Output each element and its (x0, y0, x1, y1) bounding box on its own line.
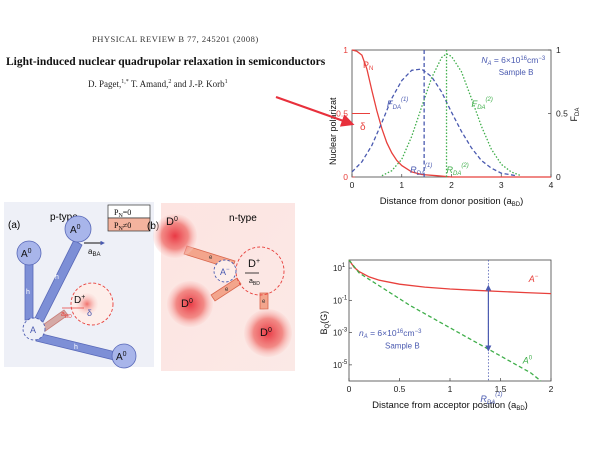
bottom-x-tick-label: 1 (448, 384, 453, 394)
top-y-left-axis-label: Nuclear polarizat (328, 97, 338, 165)
diagram-a-p-type: (a) p-type PN=0 PN≠0 h h h D+ aBD δ A A0… (4, 202, 154, 369)
e-label-middle: e (225, 287, 229, 293)
d0-node-top: D0 (153, 214, 197, 258)
top-y-left-tick-label: 1 (343, 45, 348, 55)
bottom-x-tick-label: 0.5 (394, 384, 406, 394)
acceptor-center-label: A (30, 325, 36, 335)
top-y-right-tick-label: 0 (556, 172, 561, 182)
top-y-right-tick-label: 1 (556, 45, 561, 55)
bottom-series-label-a0: A0 (522, 355, 533, 365)
hop-label-left: h (26, 289, 30, 296)
paper-authors: D. Paget,1,* T. Amand,2 and J.-P. Korb1 (88, 79, 228, 89)
svg-text:A0: A0 (70, 224, 81, 236)
e-arrow-bottom (259, 292, 269, 310)
diagram-b-title: n-type (229, 213, 257, 224)
bottom-x-tick-label: 1.5 (495, 384, 507, 394)
diagram-a-hopping-arrows (24, 239, 117, 361)
bottom-y-axis-label: BQ(G) (319, 311, 331, 335)
a-bd-label: aBD (61, 311, 72, 320)
top-series-line-2 (381, 53, 522, 177)
diagram-a-panel-label: (a) (8, 220, 20, 231)
top-y-right-tick-label: 0.5 (556, 109, 568, 119)
d0-node-left: D0 (167, 281, 213, 327)
diagram-a-legend: PN=0 PN≠0 (107, 204, 151, 232)
top-y-right-axis-label: FDA (569, 108, 581, 122)
acceptor-center-orbit (22, 317, 46, 341)
bottom-x-tick-label: 2 (549, 384, 554, 394)
svg-text:A0: A0 (116, 351, 127, 363)
e-label-bottom: e (262, 299, 266, 305)
top-chart-frame (351, 49, 552, 178)
bottom-series-line-1 (348, 259, 542, 382)
top-vline-label-1: RDA(2) (447, 163, 469, 177)
bottom-series-label-aminus: A− (528, 274, 539, 284)
bottom-x-axis-label: Distance from acceptor position (aBD) (372, 400, 528, 412)
top-series-label-fda2: FDA(2) (471, 97, 493, 111)
center-donor-label: D+ (248, 258, 260, 270)
red-pointer-arrow (275, 95, 355, 127)
acceptor-minus-orbit (213, 259, 237, 283)
bottom-series-line-0 (348, 259, 552, 295)
center-donor-orbit (235, 246, 285, 296)
top-density-annotation: NA = 6×1016cm−3 (481, 55, 546, 67)
bottom-chart-frame (348, 259, 552, 382)
svg-text:A0: A0 (21, 248, 32, 260)
hop-label-bottom: h (74, 344, 78, 351)
delta-label: δ (87, 308, 92, 318)
legend-item-pn-nonzero: PN≠0 (114, 221, 131, 232)
top-series-line-0 (351, 49, 551, 178)
top-x-tick-label: 0 (350, 180, 355, 190)
bottom-y-tick-label: 10-1 (333, 295, 348, 305)
top-series-label-fda1: FDA(1) (387, 97, 409, 111)
a0-node-left: A0 (16, 240, 42, 266)
top-delta-label: δ (360, 122, 366, 133)
paper-title: Light-induced nuclear quadrupolar relaxa… (6, 56, 326, 68)
a-ba-label: aBA (88, 247, 100, 258)
top-series-label-pn: PN (363, 60, 373, 72)
donor-dplus-label: D+ (74, 294, 85, 306)
top-x-tick-label: 2 (449, 180, 454, 190)
top-x-tick-label: 3 (499, 180, 504, 190)
top-x-tick-label: 1 (399, 180, 404, 190)
diagram-b-n-type: (b) n-type e e e D0 D0 D0 D+ aBD A− (147, 203, 295, 371)
acceptor-minus-label: A− (220, 267, 230, 277)
top-y-left-tick-label: 0.5 (336, 109, 348, 119)
bottom-vline-label: RDA(1) (480, 392, 502, 406)
center-a-bd-label: aBD (249, 278, 260, 287)
hop-label-top: h (55, 274, 59, 281)
top-series-line-1 (351, 68, 517, 177)
svg-text:D0: D0 (166, 216, 178, 228)
e-arrow-middle (210, 277, 242, 302)
a0-node-top: A0 (64, 215, 92, 243)
bottom-sample-label: Sample B (385, 342, 420, 351)
svg-text:D0: D0 (260, 327, 272, 339)
bottom-density-annotation: nA = 6×1016cm−3 (359, 328, 422, 340)
a0-node-right: A0 (111, 343, 137, 369)
top-sample-label: Sample B (499, 68, 534, 77)
top-x-axis-label: Distance from donor position (aBD) (380, 196, 524, 208)
top-y-left-tick-label: 0 (343, 172, 348, 182)
top-vline-label-0: RDA(1) (410, 163, 432, 177)
bottom-y-tick-label: 101 (333, 263, 346, 273)
e-label-top: e (209, 255, 213, 261)
svg-text:D0: D0 (181, 298, 193, 310)
journal-header: PHYSICAL REVIEW B 77, 245201 (2008) (92, 34, 259, 44)
diagram-a-title: p-type (50, 212, 78, 223)
bottom-y-tick-label: 10-3 (333, 328, 348, 338)
d0-node-bottom: D0 (244, 309, 292, 357)
donor-dplus-glow (76, 293, 98, 315)
legend-item-pn-zero: PN=0 (114, 208, 131, 219)
bottom-y-tick-label: 10-5 (333, 360, 348, 370)
bottom-x-tick-label: 0 (347, 384, 352, 394)
legend-box-pn-nonzero (107, 217, 151, 232)
diagram-b-panel-label: (b) (147, 221, 159, 232)
top-x-tick-label: 4 (549, 180, 554, 190)
